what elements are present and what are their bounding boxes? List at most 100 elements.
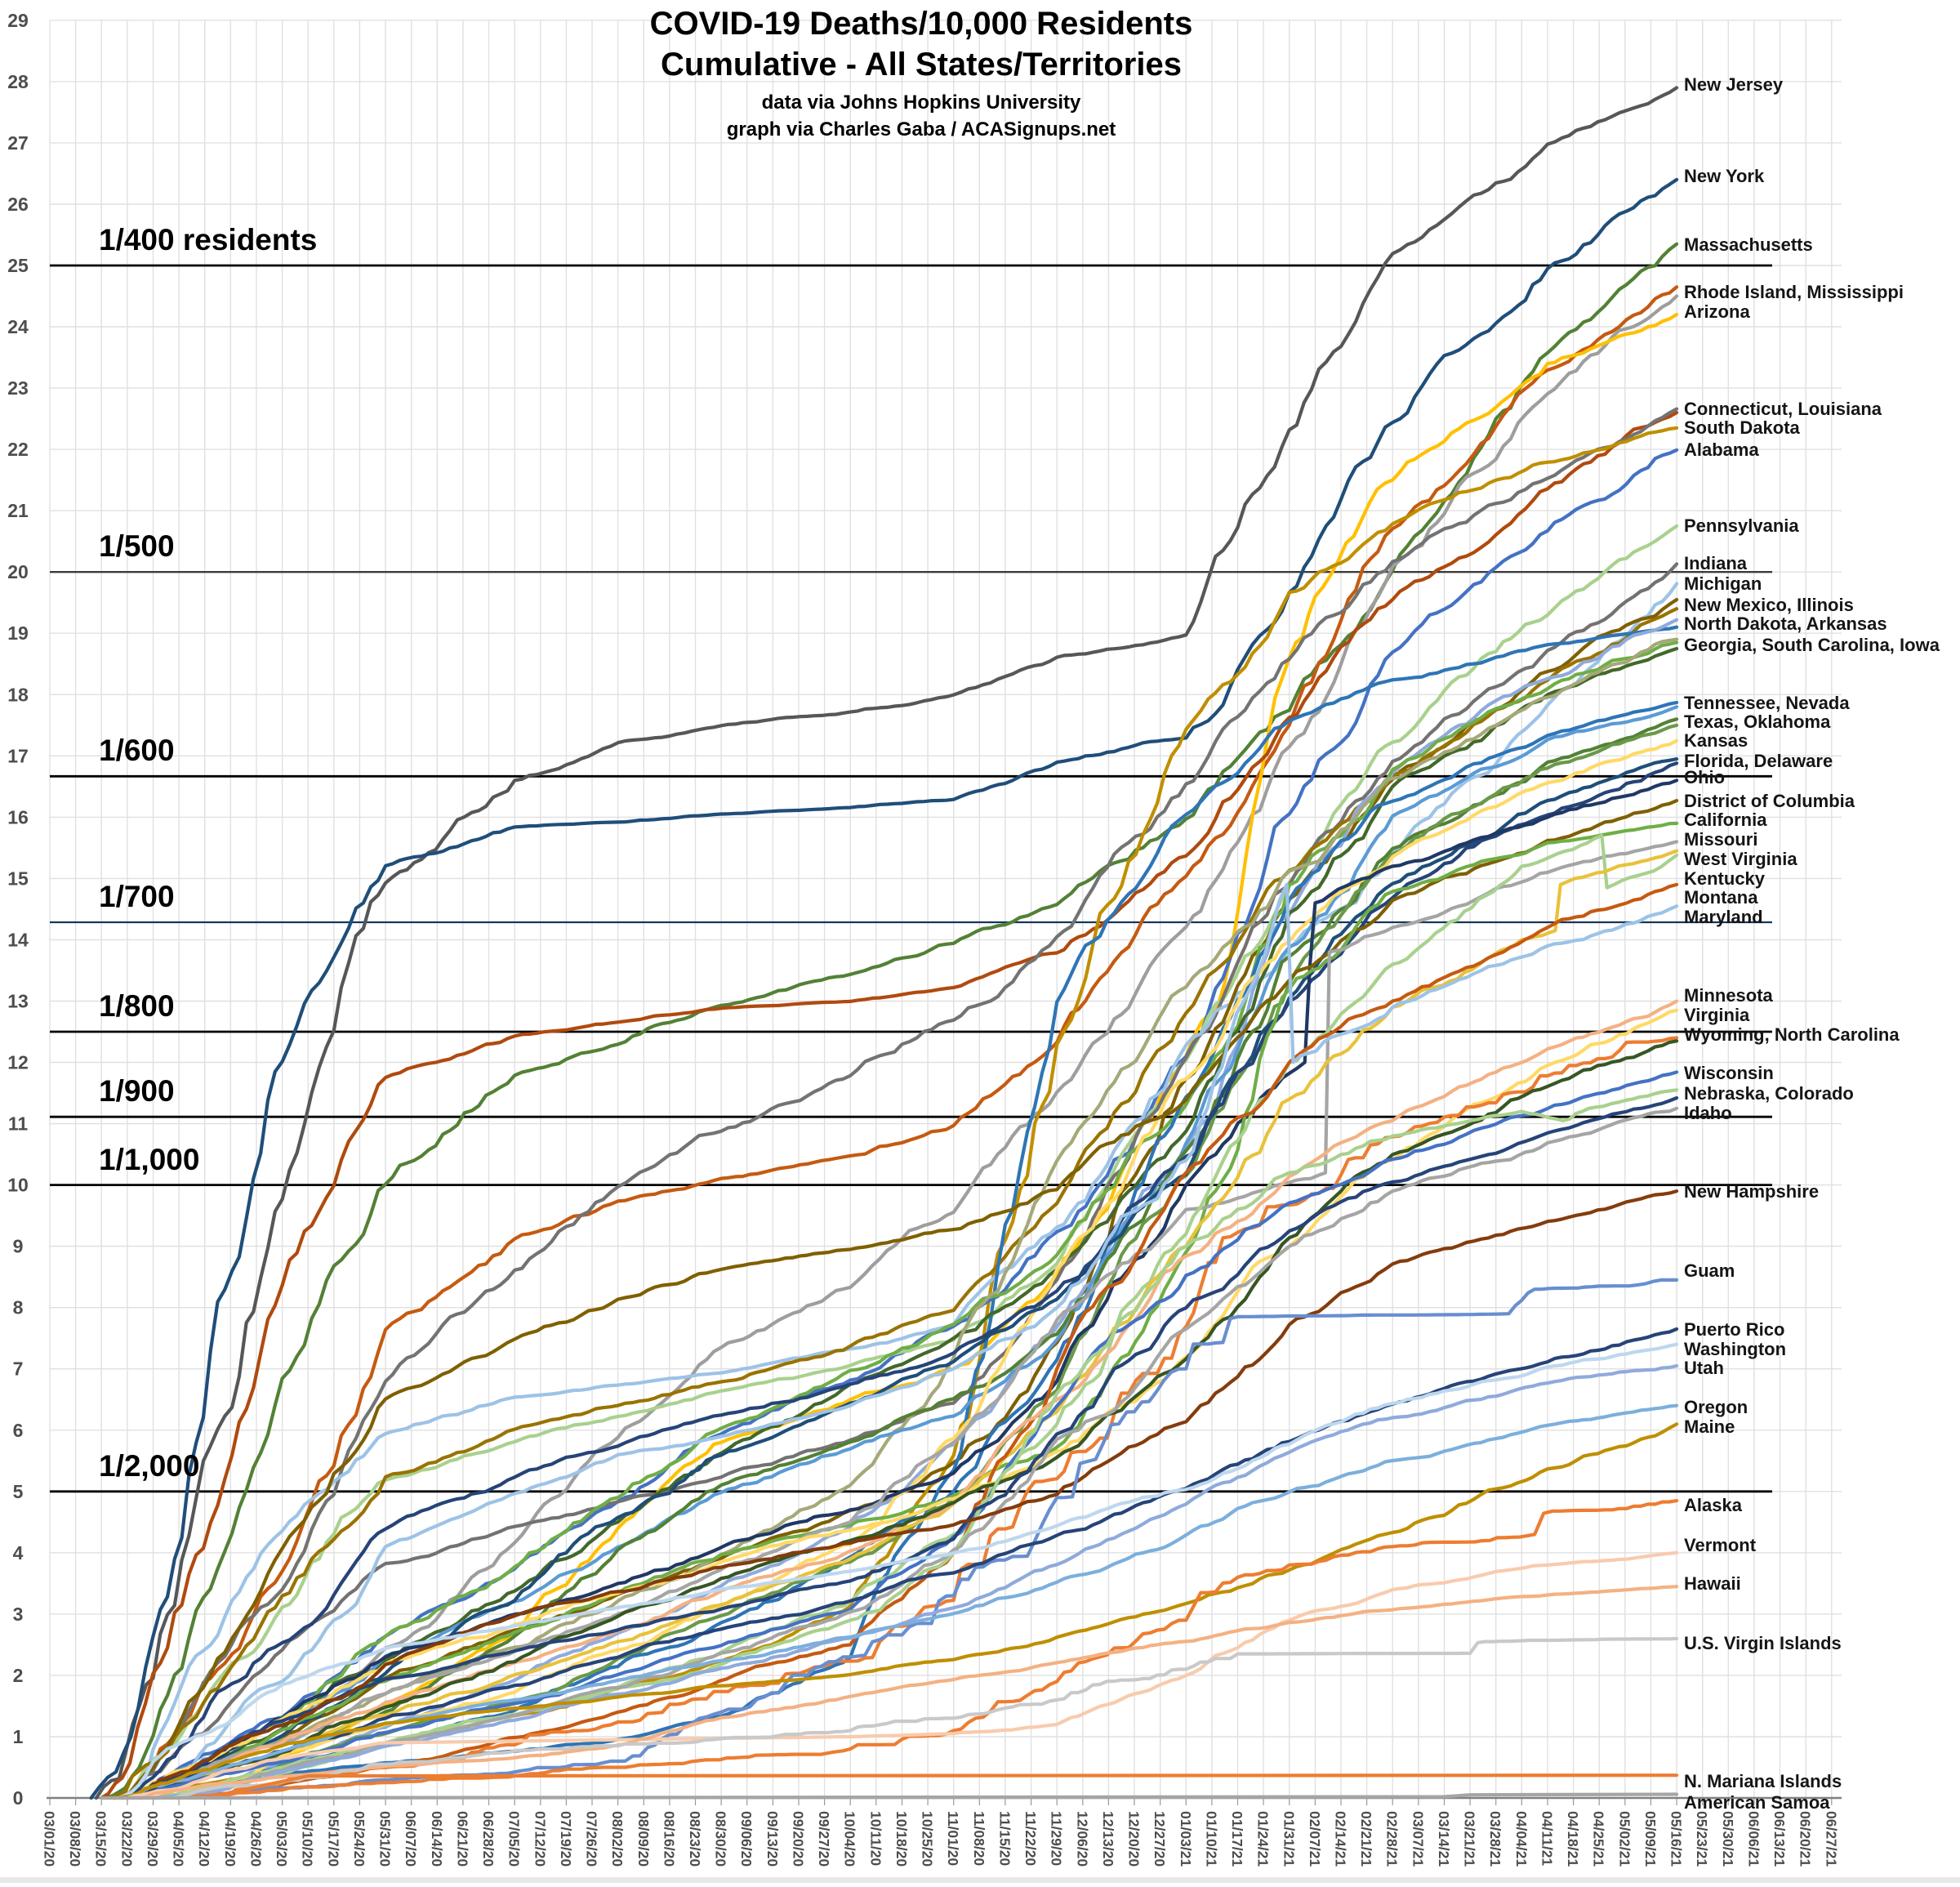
svg-text:11/22/20: 11/22/20 xyxy=(1022,1811,1039,1866)
svg-text:12/27/20: 12/27/20 xyxy=(1152,1811,1168,1867)
svg-text:North Dakota, Arkansas: North Dakota, Arkansas xyxy=(1684,613,1887,634)
svg-text:Nebraska, Colorado: Nebraska, Colorado xyxy=(1684,1083,1854,1104)
svg-text:07/05/20: 07/05/20 xyxy=(506,1811,523,1867)
svg-text:5: 5 xyxy=(13,1481,24,1502)
svg-text:Michigan: Michigan xyxy=(1684,573,1762,594)
svg-text:2: 2 xyxy=(13,1665,24,1686)
svg-text:03/14/21: 03/14/21 xyxy=(1436,1811,1452,1867)
svg-text:14: 14 xyxy=(7,929,29,950)
svg-text:08/02/20: 08/02/20 xyxy=(609,1811,626,1867)
svg-text:29: 29 xyxy=(7,10,29,31)
svg-text:03/22/20: 03/22/20 xyxy=(118,1811,135,1867)
svg-text:08/23/20: 08/23/20 xyxy=(687,1811,703,1867)
svg-text:District of Columbia: District of Columbia xyxy=(1684,791,1855,811)
svg-text:03/29/20: 03/29/20 xyxy=(145,1811,161,1867)
svg-text:09/13/20: 09/13/20 xyxy=(764,1811,781,1867)
svg-text:12: 12 xyxy=(7,1052,29,1073)
svg-text:20: 20 xyxy=(7,561,29,582)
svg-text:Tennessee, Nevada: Tennessee, Nevada xyxy=(1684,693,1850,713)
svg-text:Wisconsin: Wisconsin xyxy=(1684,1063,1774,1083)
svg-text:15: 15 xyxy=(7,868,29,889)
svg-text:California: California xyxy=(1684,810,1767,830)
svg-text:13: 13 xyxy=(7,991,29,1012)
svg-text:Virginia: Virginia xyxy=(1684,1005,1750,1025)
svg-text:Missouri: Missouri xyxy=(1684,829,1757,850)
svg-text:01/17/21: 01/17/21 xyxy=(1229,1811,1245,1867)
svg-text:28: 28 xyxy=(7,71,29,92)
svg-text:1/500: 1/500 xyxy=(99,529,175,563)
svg-text:Kansas: Kansas xyxy=(1684,730,1748,751)
svg-text:Cumulative - All States/Territ: Cumulative - All States/Territories xyxy=(661,47,1182,83)
svg-text:Rhode Island, Mississippi: Rhode Island, Mississippi xyxy=(1684,282,1904,302)
svg-text:Pennsylvania: Pennsylvania xyxy=(1684,515,1799,536)
svg-text:New Hampshire: New Hampshire xyxy=(1684,1181,1819,1202)
svg-text:06/13/21: 06/13/21 xyxy=(1771,1811,1788,1867)
svg-text:Connecticut, Louisiana: Connecticut, Louisiana xyxy=(1684,399,1882,419)
svg-text:1: 1 xyxy=(13,1726,24,1747)
svg-text:26: 26 xyxy=(7,194,29,215)
svg-text:Georgia, South Carolina, Iowa: Georgia, South Carolina, Iowa xyxy=(1684,635,1940,655)
svg-text:05/30/21: 05/30/21 xyxy=(1720,1811,1736,1867)
svg-text:New Jersey: New Jersey xyxy=(1684,74,1784,95)
svg-text:Guam: Guam xyxy=(1684,1260,1735,1281)
svg-text:02/28/21: 02/28/21 xyxy=(1384,1811,1401,1867)
svg-text:09/27/20: 09/27/20 xyxy=(816,1811,832,1867)
svg-text:Alaska: Alaska xyxy=(1684,1495,1743,1515)
svg-text:1/600: 1/600 xyxy=(99,734,175,767)
svg-text:Ohio: Ohio xyxy=(1684,767,1725,787)
svg-text:0: 0 xyxy=(13,1787,24,1809)
svg-text:11/29/20: 11/29/20 xyxy=(1049,1811,1065,1866)
svg-text:06/14/20: 06/14/20 xyxy=(429,1811,445,1867)
svg-text:03/01/20: 03/01/20 xyxy=(42,1811,58,1867)
svg-text:01/31/21: 01/31/21 xyxy=(1281,1811,1297,1867)
svg-text:01/03/21: 01/03/21 xyxy=(1178,1811,1194,1867)
svg-text:Massachusetts: Massachusetts xyxy=(1684,234,1813,255)
svg-text:03/08/20: 03/08/20 xyxy=(67,1811,83,1867)
svg-text:04/19/20: 04/19/20 xyxy=(222,1811,238,1867)
svg-text:03/07/21: 03/07/21 xyxy=(1410,1811,1426,1867)
svg-text:South Dakota: South Dakota xyxy=(1684,417,1801,438)
svg-text:02/21/21: 02/21/21 xyxy=(1358,1811,1374,1867)
svg-text:Florida, Delaware: Florida, Delaware xyxy=(1684,751,1833,771)
svg-text:05/03/20: 05/03/20 xyxy=(274,1811,290,1867)
svg-text:10/04/20: 10/04/20 xyxy=(842,1811,858,1867)
svg-text:graph via Charles Gaba / ACASi: graph via Charles Gaba / ACASignups.net xyxy=(727,118,1116,141)
svg-text:Maine: Maine xyxy=(1684,1416,1735,1437)
svg-text:Hawaii: Hawaii xyxy=(1684,1573,1741,1594)
svg-text:04/05/20: 04/05/20 xyxy=(171,1811,187,1867)
svg-text:05/09/21: 05/09/21 xyxy=(1642,1811,1659,1867)
svg-text:4: 4 xyxy=(13,1542,24,1564)
svg-text:05/16/21: 05/16/21 xyxy=(1668,1811,1685,1867)
svg-text:04/26/20: 04/26/20 xyxy=(248,1811,265,1867)
svg-text:05/23/21: 05/23/21 xyxy=(1694,1811,1710,1867)
svg-text:08/09/20: 08/09/20 xyxy=(635,1811,652,1867)
svg-text:Maryland: Maryland xyxy=(1684,907,1763,927)
svg-text:1/700: 1/700 xyxy=(99,880,175,913)
svg-text:Vermont: Vermont xyxy=(1684,1535,1757,1555)
svg-text:11/08/20: 11/08/20 xyxy=(971,1811,987,1866)
svg-text:7: 7 xyxy=(13,1358,24,1380)
svg-text:12/13/20: 12/13/20 xyxy=(1100,1811,1116,1867)
svg-text:10/11/20: 10/11/20 xyxy=(867,1811,884,1866)
svg-text:12/20/20: 12/20/20 xyxy=(1126,1811,1143,1867)
svg-text:Washington: Washington xyxy=(1684,1339,1786,1359)
svg-text:06/27/21: 06/27/21 xyxy=(1823,1811,1839,1867)
svg-text:01/24/21: 01/24/21 xyxy=(1255,1811,1272,1867)
svg-text:27: 27 xyxy=(7,132,29,154)
svg-text:Arizona: Arizona xyxy=(1684,301,1750,322)
svg-text:25: 25 xyxy=(7,255,29,276)
svg-text:1/400 residents: 1/400 residents xyxy=(99,223,317,257)
svg-text:Kentucky: Kentucky xyxy=(1684,868,1766,889)
svg-text:18: 18 xyxy=(7,684,29,705)
svg-text:23: 23 xyxy=(7,377,29,399)
svg-text:8: 8 xyxy=(13,1297,24,1318)
svg-text:COVID-19 Deaths/10,000 Residen: COVID-19 Deaths/10,000 Residents xyxy=(650,6,1193,42)
svg-text:New York: New York xyxy=(1684,166,1765,186)
svg-text:05/31/20: 05/31/20 xyxy=(377,1811,394,1867)
svg-text:Oregon: Oregon xyxy=(1684,1397,1748,1417)
svg-text:07/12/20: 07/12/20 xyxy=(532,1811,548,1867)
svg-text:N. Mariana Islands: N. Mariana Islands xyxy=(1684,1771,1842,1791)
svg-text:22: 22 xyxy=(7,439,29,460)
svg-text:06/28/20: 06/28/20 xyxy=(480,1811,497,1867)
svg-text:U.S. Virgin Islands: U.S. Virgin Islands xyxy=(1684,1633,1842,1653)
